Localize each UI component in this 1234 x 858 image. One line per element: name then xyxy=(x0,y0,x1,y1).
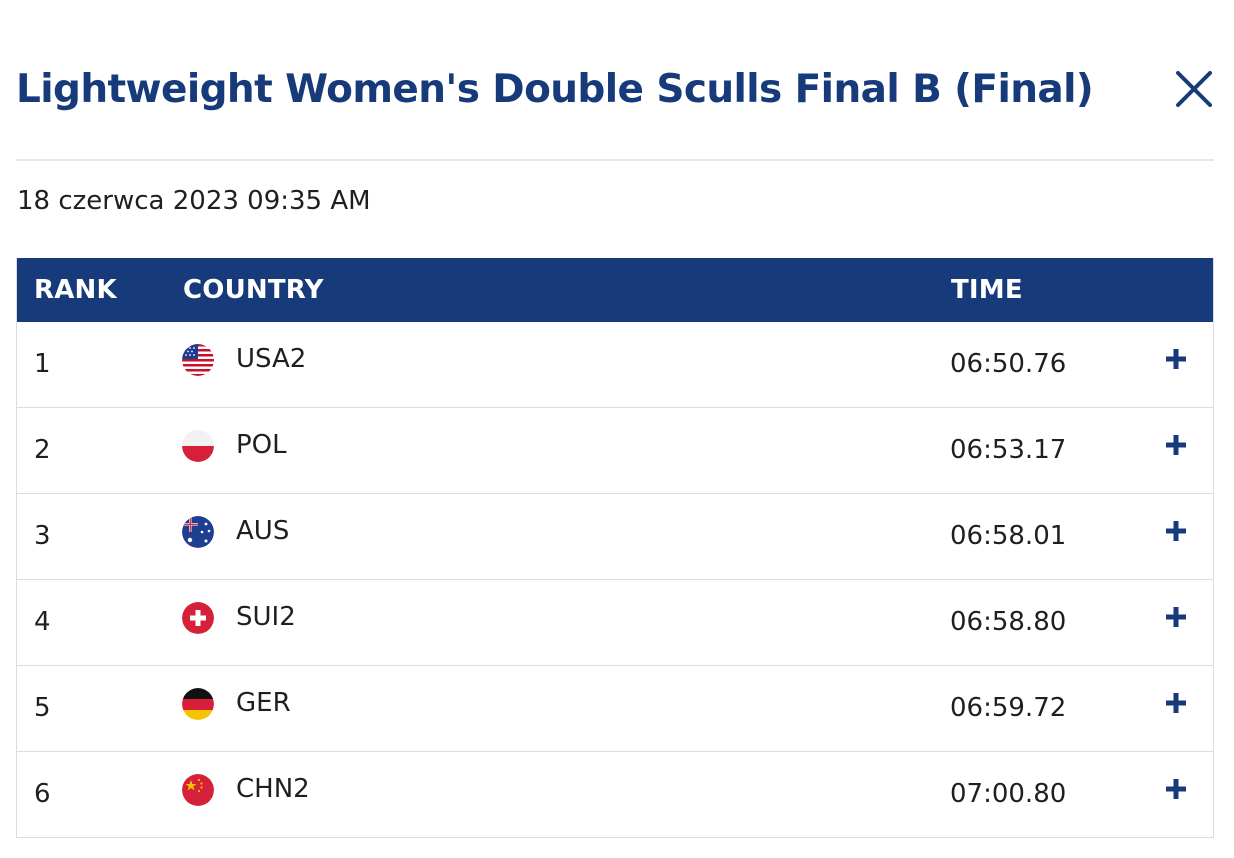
country-cell: SUI2 xyxy=(236,602,296,632)
plus-icon xyxy=(1166,349,1186,369)
table-header: RANK COUNTRY TIME xyxy=(17,258,1213,322)
australia-flag-icon xyxy=(182,516,214,548)
country-cell: CHN2 xyxy=(236,774,310,804)
time-cell: 06:50.76 xyxy=(950,349,1067,379)
column-header-country: COUNTRY xyxy=(183,275,324,305)
plus-icon xyxy=(1166,521,1186,541)
close-button[interactable] xyxy=(1172,67,1216,111)
poland-flag-icon xyxy=(182,430,214,462)
expand-button[interactable] xyxy=(1161,774,1191,804)
germany-flag-icon xyxy=(182,688,214,720)
rank-cell: 2 xyxy=(34,435,51,465)
switzerland-flag-icon xyxy=(182,602,214,634)
table-row: 6 CHN2 07:00.80 xyxy=(17,752,1213,837)
country-cell: USA2 xyxy=(236,344,307,374)
time-cell: 06:58.01 xyxy=(950,521,1067,551)
expand-button[interactable] xyxy=(1161,688,1191,718)
plus-icon xyxy=(1166,693,1186,713)
table-row: 2 POL 06:53.17 xyxy=(17,408,1213,494)
country-cell: GER xyxy=(236,688,291,718)
rank-cell: 5 xyxy=(34,693,51,723)
results-table: RANK COUNTRY TIME 1 xyxy=(16,258,1214,838)
table-row: 5 GER 06:59.72 xyxy=(17,666,1213,752)
rank-cell: 4 xyxy=(34,607,51,637)
close-icon xyxy=(1176,71,1212,107)
time-cell: 06:59.72 xyxy=(950,693,1067,723)
usa-flag-icon xyxy=(182,344,214,376)
time-cell: 06:53.17 xyxy=(950,435,1067,465)
dialog-header: Lightweight Women's Double Sculls Final … xyxy=(16,58,1216,120)
column-header-time: TIME xyxy=(951,275,1023,305)
plus-icon xyxy=(1166,607,1186,627)
expand-button[interactable] xyxy=(1161,344,1191,374)
table-row: 1 USA2 06 xyxy=(17,322,1213,408)
page-title: Lightweight Women's Double Sculls Final … xyxy=(16,66,1094,112)
expand-button[interactable] xyxy=(1161,602,1191,632)
rank-cell: 1 xyxy=(34,349,51,379)
event-date: 18 czerwca 2023 09:35 AM xyxy=(17,186,371,216)
expand-button[interactable] xyxy=(1161,516,1191,546)
plus-icon xyxy=(1166,779,1186,799)
column-header-rank: RANK xyxy=(34,275,117,305)
header-divider xyxy=(16,159,1214,161)
china-flag-icon xyxy=(182,774,214,806)
country-cell: AUS xyxy=(236,516,290,546)
plus-icon xyxy=(1166,435,1186,455)
rank-cell: 3 xyxy=(34,521,51,551)
table-row: 3 AUS 06:58.01 xyxy=(17,494,1213,580)
time-cell: 06:58.80 xyxy=(950,607,1067,637)
rank-cell: 6 xyxy=(34,779,51,809)
time-cell: 07:00.80 xyxy=(950,779,1067,809)
country-cell: POL xyxy=(236,430,287,460)
table-row: 4 SUI2 06:58.80 xyxy=(17,580,1213,666)
expand-button[interactable] xyxy=(1161,430,1191,460)
